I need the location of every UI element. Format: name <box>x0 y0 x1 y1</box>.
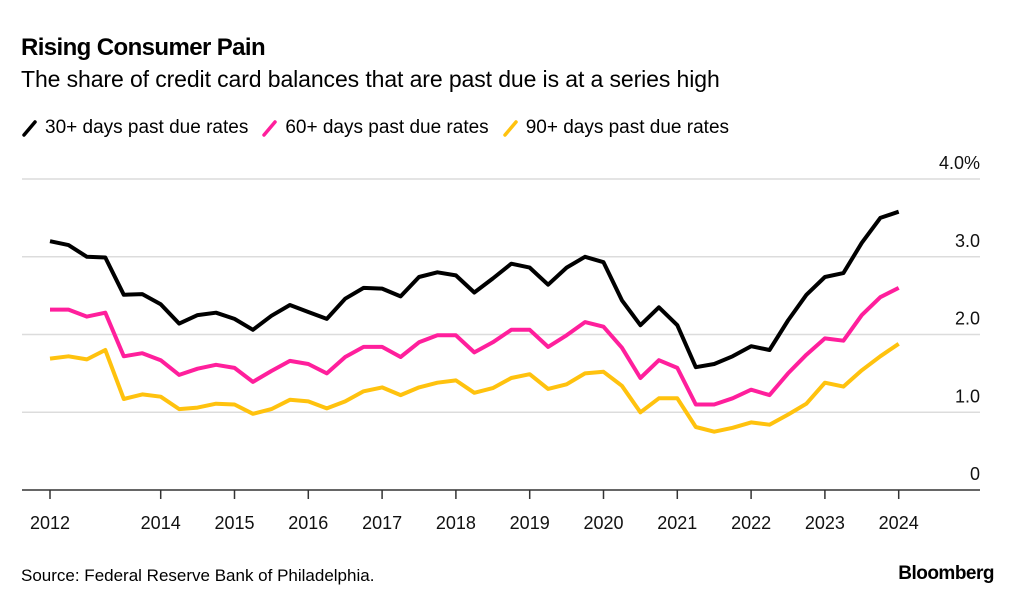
x-tick-label: 2018 <box>436 513 476 533</box>
legend-label-60-days: 60+ days past due rates <box>285 117 489 138</box>
legend-swatch-line <box>262 119 278 137</box>
x-axis: 2012 2014 2015 2016 2017 2018 2019 2020 2021 2022… <box>22 489 980 533</box>
series-lines <box>49 209 900 434</box>
legend-swatch-line <box>22 119 37 137</box>
y-tick-label: 2.0 <box>955 309 980 329</box>
x-tick-label: 2016 <box>288 513 328 533</box>
x-tick-label: 2021 <box>657 513 697 533</box>
y-axis-labels: 0 1.0 2.0 3.0 4.0% <box>939 153 980 484</box>
y-tick-label: 0 <box>970 464 980 484</box>
legend-label-90-days: 90+ days past due rates <box>525 117 730 138</box>
legend-label-30-days: 30+ days past due rates <box>45 117 249 138</box>
x-tick-label: 2012 <box>30 513 70 533</box>
legend-swatch-line <box>502 119 518 137</box>
series-line-90-days <box>49 342 900 434</box>
x-tick-label: 2023 <box>805 513 845 533</box>
series-line-30-days <box>49 209 900 370</box>
y-tick-label: 3.0 <box>955 231 980 251</box>
legend-swatch-90-days-icon <box>502 119 518 137</box>
legend-swatch-30-days-icon <box>22 119 37 137</box>
x-tick-label: 2024 <box>879 513 919 533</box>
legend-item-90-days: 90+ days past due rates <box>502 117 730 139</box>
y-tick-label: 4.0% <box>939 153 980 173</box>
chart-title: Rising Consumer Pain <box>21 34 266 61</box>
series-line-60-days <box>50 286 900 407</box>
source-note: Source: Federal Reserve Bank of Philadel… <box>21 566 375 585</box>
legend-item-60-days: 60+ days past due rates <box>262 117 489 139</box>
bloomberg-logo: Bloomberg <box>898 563 994 584</box>
legend: 30+ days past due rates 60+ days past du… <box>22 117 743 139</box>
legend-item-30-days: 30+ days past due rates <box>22 117 248 139</box>
x-tick-label: 2020 <box>583 513 623 533</box>
x-tick-label: 2014 <box>141 513 181 533</box>
x-tick-label: 2022 <box>731 513 771 533</box>
legend-swatch-60-days-icon <box>262 119 278 137</box>
x-tick-label: 2015 <box>214 513 254 533</box>
gridlines <box>22 178 980 413</box>
chart-subtitle: The share of credit card balances that a… <box>21 66 720 92</box>
x-tick-label: 2017 <box>362 513 402 533</box>
y-tick-label: 1.0 <box>955 386 980 406</box>
x-tick-label: 2019 <box>510 513 550 533</box>
